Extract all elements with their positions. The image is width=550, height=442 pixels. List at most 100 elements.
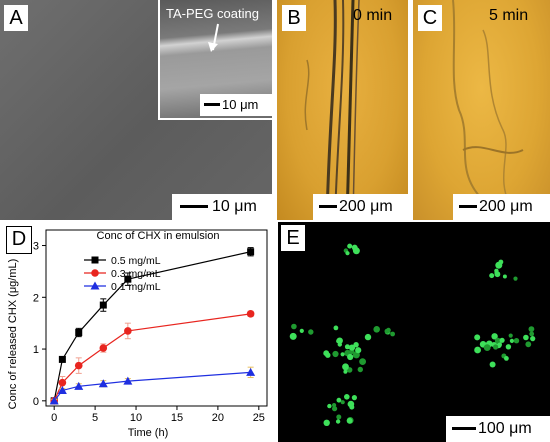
cell (340, 352, 345, 357)
cell (335, 419, 341, 424)
series-line (53, 251, 251, 401)
cell (323, 419, 330, 426)
cell (474, 334, 481, 341)
cell (289, 332, 297, 340)
scratch-lines (304, 0, 360, 220)
cell (347, 353, 354, 361)
data-point (58, 378, 67, 387)
chart-xlabel: Time (h) (128, 427, 169, 439)
cell (491, 333, 498, 340)
cell (474, 346, 481, 354)
cell (528, 326, 535, 332)
cell (336, 414, 342, 420)
x-tick-label: 0 (51, 412, 57, 424)
data-point (98, 379, 108, 388)
cell (333, 325, 339, 331)
panel-e-scalebar: 100 μm (446, 416, 550, 442)
panel-c-label: C (418, 5, 442, 31)
data-point (99, 301, 107, 309)
cell (343, 369, 348, 374)
cell (502, 274, 507, 279)
data-point (74, 381, 84, 390)
data-point (124, 327, 132, 335)
cell (323, 350, 330, 357)
cell (308, 329, 314, 335)
cell (494, 268, 499, 273)
panel-c-scalebar-label: 200 μm (479, 198, 533, 215)
cell (373, 326, 380, 333)
cell (353, 342, 359, 348)
cell (332, 403, 337, 408)
cell (513, 276, 518, 281)
y-tick-label: 2 (33, 292, 39, 304)
panel-c-scalebar: 200 μm (453, 194, 550, 220)
cell (340, 400, 345, 405)
cell (509, 338, 514, 343)
legend-marker (90, 281, 100, 290)
x-tick-label: 15 (171, 412, 183, 424)
cell (359, 358, 366, 365)
cell (332, 406, 338, 412)
data-point (246, 367, 256, 376)
panel-d-label: D (6, 226, 32, 254)
cell (384, 328, 390, 334)
data-point (58, 355, 66, 363)
panel-e-scalebar-label: 100 μm (478, 420, 532, 437)
cell (530, 336, 536, 342)
cell (291, 323, 297, 330)
cell (489, 361, 496, 368)
panel-c-time: 5 min (489, 7, 529, 24)
data-point (57, 385, 67, 394)
cell (344, 394, 350, 400)
data-point (246, 310, 255, 318)
panel-a-label: A (4, 5, 28, 31)
legend-label: 0.3 mg/mL (111, 268, 161, 280)
data-point (75, 328, 83, 336)
panel-b-label: B (282, 5, 306, 31)
panel-b-scalebar-label: 200 μm (339, 198, 393, 215)
cell (497, 342, 502, 347)
cell (336, 339, 341, 344)
cell (489, 273, 495, 279)
y-tick-label: 3 (33, 241, 39, 253)
healed-scratch-lines (452, 0, 524, 211)
cell (495, 261, 503, 269)
cell (352, 247, 360, 255)
x-tick-label: 10 (130, 412, 142, 424)
panel-a-sem-image: A TA-PEG coating 10 μm 10 μm (0, 0, 272, 220)
cell (348, 344, 356, 351)
cell (351, 395, 357, 401)
cell (336, 397, 342, 403)
chart-legend: 0.5 mg/mL0.3 mg/mL0.1 mg/mL (84, 255, 161, 293)
release-chart: 0 5 10 15 20 25 0 1 2 3 Conc of CHX in emulsion T… (7, 229, 268, 439)
cell (327, 403, 332, 409)
data-point (74, 361, 83, 370)
chart-title: Conc of CHX in emulsion (97, 230, 220, 242)
arrow-icon (208, 23, 219, 52)
cell (349, 404, 355, 410)
cell (523, 334, 529, 341)
data-point (99, 344, 108, 352)
panel-b-time: 0 min (353, 7, 393, 24)
legend-label: 0.1 mg/mL (111, 281, 161, 293)
cell (529, 331, 535, 337)
x-tick-label: 25 (253, 412, 265, 424)
x-tick-label: 5 (92, 412, 98, 424)
cell (499, 337, 505, 343)
x-tick-label: 20 (212, 412, 224, 424)
cell (364, 333, 372, 341)
panel-b-scalebar: 200 μm (313, 194, 408, 220)
cell (508, 333, 513, 338)
inset-caption: TA-PEG coating (166, 6, 259, 21)
cell (525, 341, 532, 348)
cell (483, 344, 491, 351)
panel-e-label: E (281, 225, 305, 251)
y-tick-label: 0 (33, 396, 39, 408)
fluorescent-cells (289, 243, 536, 426)
panel-a-scalebar: 10 μm (172, 194, 272, 220)
data-point (123, 376, 133, 385)
legend-label: 0.5 mg/mL (111, 255, 161, 267)
cell (346, 417, 353, 424)
data-point (124, 275, 132, 283)
inset-scalebar: 10 μm (200, 94, 272, 116)
